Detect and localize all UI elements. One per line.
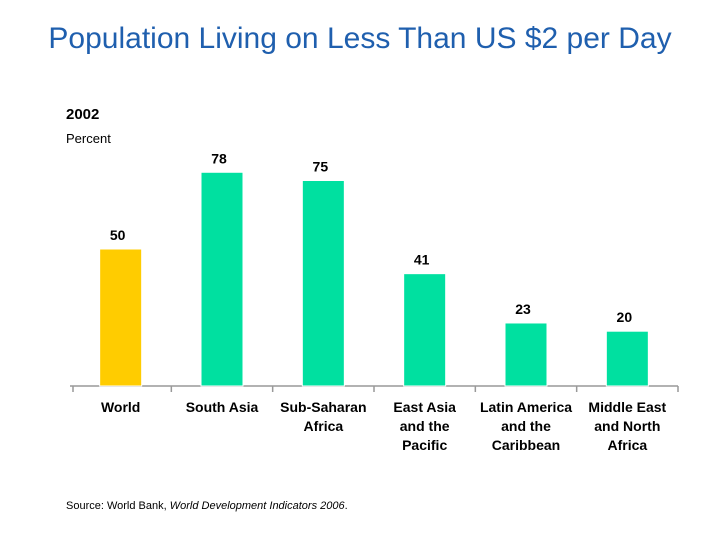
x-tick-label-4-line-0: Latin America xyxy=(480,399,572,415)
x-tick-label-1-line-0: South Asia xyxy=(186,399,259,415)
source-prefix: Source: World Bank, xyxy=(66,500,170,512)
bar-0 xyxy=(99,248,143,387)
source-note: Source: World Bank, World Development In… xyxy=(66,500,348,512)
x-tick-label-0-line-0: World xyxy=(101,399,140,415)
x-tick-label-4-line-1: and the xyxy=(501,418,551,434)
data-label-4: 23 xyxy=(515,301,531,317)
bar-3 xyxy=(403,273,447,387)
data-label-3: 41 xyxy=(414,252,430,268)
chart-subtitle-year: 2002 xyxy=(66,106,100,123)
x-tick-label-5-line-1: and North xyxy=(594,418,660,434)
x-tick-label-2-line-0: Sub-Saharan xyxy=(280,399,366,415)
data-label-2: 75 xyxy=(313,159,329,175)
x-tick-label-3-line-2: Pacific xyxy=(402,437,447,453)
x-tick-label-4-line-2: Caribbean xyxy=(492,437,560,453)
x-tick-label-3-line-0: East Asia xyxy=(393,399,456,415)
y-axis-unit-label: Percent xyxy=(66,131,111,146)
x-tick-label-5-line-0: Middle East xyxy=(588,399,666,415)
bar-5 xyxy=(605,330,649,387)
bar-2 xyxy=(301,180,345,387)
bar-4 xyxy=(504,322,548,387)
bar-1 xyxy=(200,171,244,387)
x-tick-label-3-line-1: and the xyxy=(400,418,450,434)
data-label-0: 50 xyxy=(110,227,126,243)
data-label-5: 20 xyxy=(617,309,633,325)
source-publication: World Development Indicators 2006 xyxy=(169,500,345,512)
chart-title: Population Living on Less Than US $2 per… xyxy=(48,22,672,55)
source-suffix: . xyxy=(344,500,348,512)
data-label-1: 78 xyxy=(211,150,227,166)
x-tick-label-2-line-1: Africa xyxy=(303,418,343,434)
x-tick-label-5-line-2: Africa xyxy=(607,437,647,453)
